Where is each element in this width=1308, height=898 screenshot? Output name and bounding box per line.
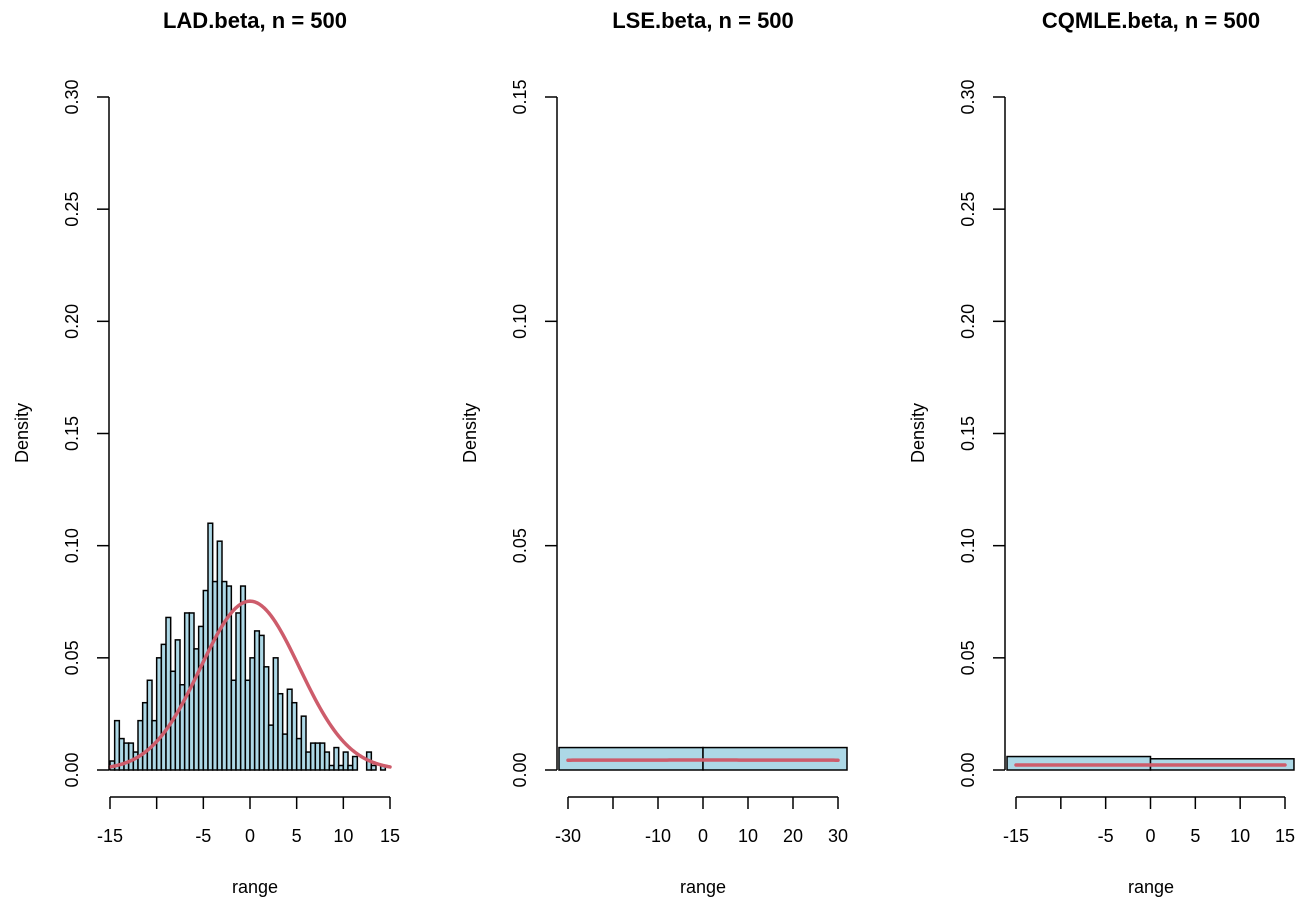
x-axis: -30 -10 0 10 20 30 range <box>555 796 848 897</box>
histogram-bar <box>239 585 247 771</box>
histogram-bar <box>333 746 340 771</box>
x-tick-label: 15 <box>380 826 400 846</box>
x-axis-label: range <box>1128 877 1174 897</box>
x-axis-label: range <box>232 877 278 897</box>
y-tick-label: 0.20 <box>62 304 82 339</box>
y-tick-label: 0.10 <box>510 304 530 339</box>
x-axis-label: range <box>680 877 726 897</box>
x-axis: -15 -5 0 5 10 15 range <box>97 796 400 897</box>
y-tick-label: 0.05 <box>958 640 978 675</box>
x-tick-label: -10 <box>645 826 671 846</box>
histogram-bar <box>342 751 349 771</box>
histogram-bars <box>109 522 387 771</box>
histogram-bar <box>277 692 284 771</box>
histogram-bar <box>323 751 331 771</box>
histogram-bar <box>225 585 233 771</box>
x-tick-label: -5 <box>195 826 211 846</box>
y-axis: 0.00 0.05 0.10 0.15 0.20 0.25 0.30 Density <box>908 79 1006 788</box>
x-tick-label: 0 <box>698 826 708 846</box>
x-tick-label: 30 <box>828 826 848 846</box>
histogram-bar <box>370 764 377 771</box>
x-tick-label: 15 <box>1275 826 1295 846</box>
chart-title: LAD.beta, n = 500 <box>163 8 347 33</box>
y-tick-label: 0.30 <box>958 79 978 114</box>
histogram-bar <box>1006 755 1152 771</box>
density-curve <box>108 599 392 769</box>
histogram-bars <box>1006 755 1295 771</box>
chart-title: LSE.beta, n = 500 <box>612 8 794 33</box>
y-tick-label: 0.15 <box>510 79 530 114</box>
x-tick-label: -30 <box>555 826 581 846</box>
chart-title: CQMLE.beta, n = 500 <box>1042 8 1260 33</box>
panel-cqmle-beta: CQMLE.beta, n = 5000.000.050.100.150.200… <box>908 8 1295 897</box>
y-tick-label: 0.10 <box>62 528 82 563</box>
y-tick-label: 0.25 <box>62 192 82 227</box>
x-axis: -15 -5 0 5 10 15 range <box>1003 796 1295 897</box>
y-tick-label: 0.15 <box>958 416 978 451</box>
y-axis-label: Density <box>12 403 32 463</box>
y-axis-label: Density <box>460 403 480 463</box>
x-tick-label: 5 <box>292 826 302 846</box>
y-tick-label: 0.00 <box>958 752 978 787</box>
x-tick-label: 10 <box>1230 826 1250 846</box>
y-tick-label: 0.20 <box>958 304 978 339</box>
histogram-bar <box>263 666 270 771</box>
y-tick-label: 0.30 <box>62 79 82 114</box>
histogram-bar <box>291 701 298 771</box>
x-tick-label: 10 <box>738 826 758 846</box>
panel-lad-beta: LAD.beta, n = 500 0.00 0.05 0.10 0.15 0.20 0.2… <box>12 8 400 897</box>
y-tick-label: 0.05 <box>62 640 82 675</box>
x-tick-label: -15 <box>97 826 123 846</box>
y-axis: 0.00 0.05 0.10 0.15 0.20 0.25 0.30 Density <box>12 79 110 788</box>
y-tick-label: 0.00 <box>510 752 530 787</box>
y-tick-label: 0.00 <box>62 752 82 787</box>
x-tick-label: 0 <box>245 826 255 846</box>
y-tick-label: 0.05 <box>510 528 530 563</box>
y-tick-label: 0.15 <box>62 416 82 451</box>
x-tick-label: 0 <box>1145 826 1155 846</box>
x-tick-label: 5 <box>1190 826 1200 846</box>
y-tick-label: 0.25 <box>958 192 978 227</box>
x-tick-label: -15 <box>1003 826 1029 846</box>
x-tick-label: 10 <box>333 826 353 846</box>
y-axis: 0.00 0.05 0.10 0.15 Density <box>460 79 558 788</box>
y-axis-label: Density <box>908 403 928 463</box>
x-tick-label: 20 <box>783 826 803 846</box>
y-tick-label: 0.10 <box>958 528 978 563</box>
x-tick-label: -5 <box>1098 826 1114 846</box>
histogram-bar <box>300 715 307 771</box>
histogram-bar <box>351 755 359 771</box>
panel-lse-beta: LSE.beta, n = 500 0.00 0.05 0.10 0.15 Density… <box>460 8 848 897</box>
